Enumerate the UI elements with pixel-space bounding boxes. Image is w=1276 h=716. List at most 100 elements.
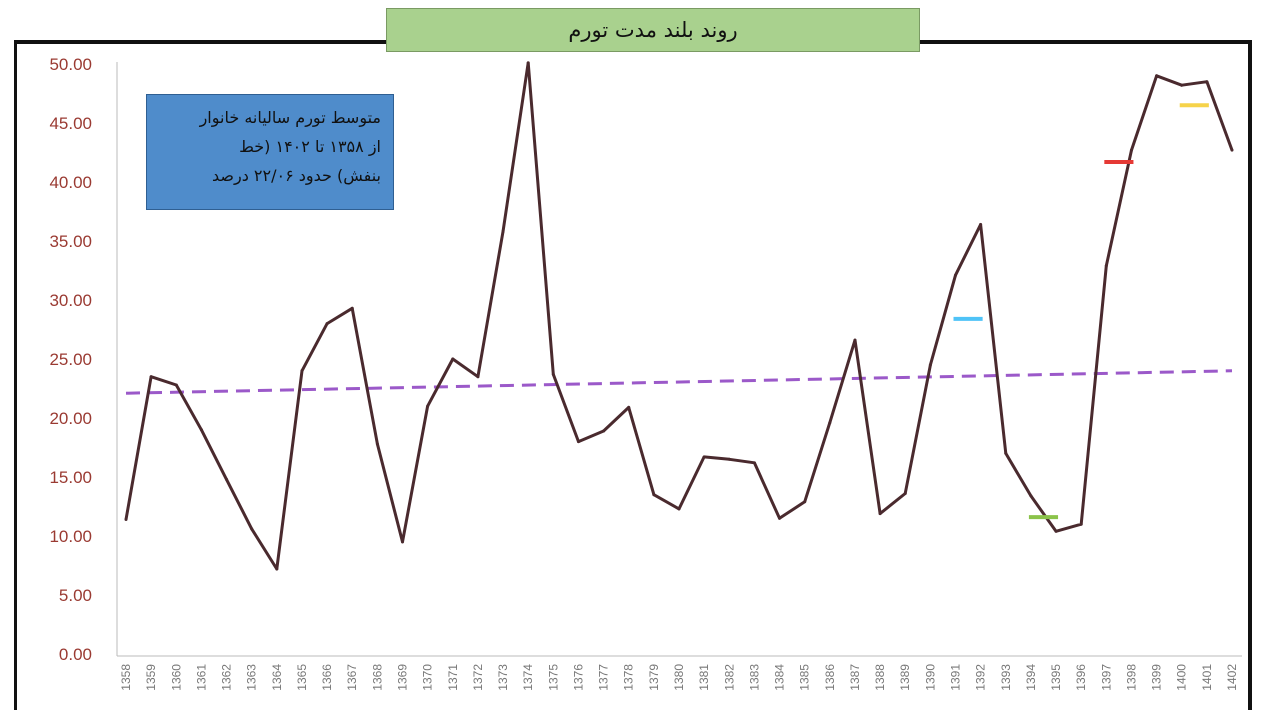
data-point xyxy=(426,404,430,408)
x-tick-label: 1388 xyxy=(873,664,887,691)
data-point xyxy=(451,357,455,361)
data-point xyxy=(225,477,229,481)
x-tick-label: 1358 xyxy=(119,664,133,691)
y-tick-label: 45.00 xyxy=(49,114,92,133)
x-tick-label: 1366 xyxy=(320,664,334,691)
x-tick-label: 1360 xyxy=(169,664,183,691)
data-point xyxy=(401,540,404,544)
data-point xyxy=(325,322,329,326)
x-tick-label: 1381 xyxy=(697,664,711,691)
data-point xyxy=(199,428,203,432)
x-tick-label: 1387 xyxy=(848,664,862,691)
data-point xyxy=(149,375,153,379)
x-tick-label: 1393 xyxy=(999,664,1013,691)
data-point xyxy=(1230,148,1234,152)
data-point xyxy=(275,567,279,571)
x-tick-label: 1376 xyxy=(571,664,585,691)
data-point xyxy=(476,375,480,379)
annotation-box: متوسط تورم سالیانه خانوار از ۱۳۵۸ تا ۱۴۰… xyxy=(146,94,394,210)
x-tick-label: 1392 xyxy=(974,664,988,691)
x-tick-label: 1382 xyxy=(722,664,736,691)
x-tick-label: 1391 xyxy=(949,664,963,691)
data-point xyxy=(250,527,254,531)
x-tick-label: 1390 xyxy=(923,664,937,691)
data-point xyxy=(526,61,530,65)
data-point xyxy=(1029,494,1033,498)
data-point xyxy=(1205,80,1209,84)
y-tick-label: 10.00 xyxy=(49,527,92,546)
x-tick-label: 1370 xyxy=(421,664,435,691)
x-tick-label: 1384 xyxy=(773,664,787,691)
x-tick-label: 1383 xyxy=(747,664,761,691)
chart-title: روند بلند مدت تورم xyxy=(386,8,920,52)
chart-title-text: روند بلند مدت تورم xyxy=(568,18,738,42)
x-tick-label: 1369 xyxy=(396,664,410,691)
x-tick-label: 1386 xyxy=(823,664,837,691)
x-tick-label: 1362 xyxy=(220,664,234,691)
data-point xyxy=(928,363,932,367)
x-tick-label: 1368 xyxy=(370,664,384,691)
data-point xyxy=(627,405,631,409)
data-point xyxy=(803,500,807,504)
data-point xyxy=(602,429,606,433)
x-tick-label: 1401 xyxy=(1200,664,1214,691)
x-tick-label: 1399 xyxy=(1150,664,1164,691)
y-tick-label: 15.00 xyxy=(49,468,92,487)
x-tick-label: 1380 xyxy=(672,664,686,691)
x-tick-label: 1402 xyxy=(1225,664,1239,691)
data-point xyxy=(778,516,782,520)
x-tick-label: 1400 xyxy=(1175,664,1189,691)
x-tick-label: 1389 xyxy=(898,664,912,691)
data-point xyxy=(300,369,304,373)
data-point xyxy=(702,455,706,459)
x-tick-label: 1367 xyxy=(345,664,359,691)
x-tick-label: 1395 xyxy=(1049,664,1063,691)
x-tick-label: 1365 xyxy=(295,664,309,691)
data-point xyxy=(1129,148,1133,152)
x-tick-label: 1364 xyxy=(270,664,284,691)
x-tick-label: 1396 xyxy=(1074,664,1088,691)
y-tick-label: 5.00 xyxy=(59,586,92,605)
data-point xyxy=(124,517,128,521)
y-tick-label: 35.00 xyxy=(49,232,92,251)
y-tick-label: 50.00 xyxy=(49,55,92,74)
x-tick-label: 1377 xyxy=(597,664,611,691)
x-tick-label: 1359 xyxy=(144,664,158,691)
y-tick-label: 20.00 xyxy=(49,409,92,428)
data-point xyxy=(174,383,178,387)
data-point xyxy=(903,492,907,496)
data-point xyxy=(652,493,656,497)
x-tick-label: 1373 xyxy=(496,664,510,691)
x-tick-label: 1394 xyxy=(1024,664,1038,691)
data-point xyxy=(979,222,983,226)
x-tick-label: 1374 xyxy=(521,664,535,691)
annotation-line-1: متوسط تورم سالیانه خانوار xyxy=(199,108,381,127)
data-point xyxy=(677,507,681,511)
x-tick-label: 1379 xyxy=(647,664,661,691)
x-tick-label: 1372 xyxy=(471,664,485,691)
data-point xyxy=(501,230,505,234)
average-trend-line xyxy=(125,369,1233,395)
y-tick-label: 40.00 xyxy=(49,173,92,192)
x-tick-label: 1385 xyxy=(798,664,812,691)
data-point xyxy=(1180,83,1184,87)
data-point xyxy=(1104,264,1108,268)
y-tick-label: 30.00 xyxy=(49,291,92,310)
data-point xyxy=(1079,522,1083,526)
data-point xyxy=(828,421,832,425)
x-tick-label: 1378 xyxy=(622,664,636,691)
x-tick-label: 1363 xyxy=(245,664,259,691)
y-tick-label: 0.00 xyxy=(59,645,92,664)
x-tick-label: 1375 xyxy=(546,664,560,691)
x-tick-label: 1397 xyxy=(1099,664,1113,691)
data-point xyxy=(1054,529,1058,533)
annotation-line-3: بنفش) حدود ۲۲/۰۶ درصد xyxy=(211,166,381,185)
y-tick-label: 25.00 xyxy=(49,350,92,369)
data-point xyxy=(727,457,731,461)
data-point xyxy=(551,372,555,376)
x-tick-label: 1371 xyxy=(446,664,460,691)
data-point xyxy=(752,461,756,465)
data-point xyxy=(576,440,580,444)
data-point xyxy=(1004,451,1008,455)
